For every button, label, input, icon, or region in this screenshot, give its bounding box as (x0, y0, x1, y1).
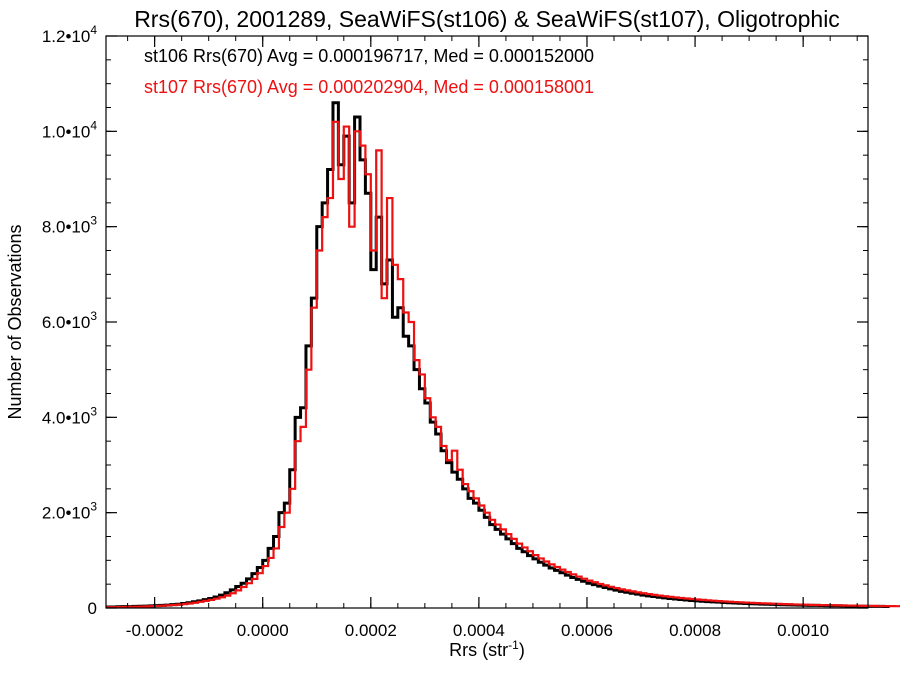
x-tick-label: -0.0002 (126, 621, 184, 640)
ticks-layer: -0.0002 0.0000 0.0002 0.0004 0.0006 0.0008 0.0… (42, 23, 868, 640)
plot-frame (105, 35, 869, 609)
annotation-st106: st106 Rrs(670) Avg = 0.000196717, Med = … (144, 46, 594, 66)
y-tick-label: 8.0•103 (42, 214, 98, 237)
x-axis-label: Rrs (str-1) (449, 638, 525, 660)
x-tick-label: 0.0004 (453, 621, 505, 640)
x-tick-label: 0.0002 (345, 621, 397, 640)
y-tick-label: 2.0•103 (42, 500, 98, 523)
series-1-histogram (106, 120, 900, 609)
series-0-histogram (106, 101, 890, 609)
y-tick-label: 4.0•103 (42, 404, 98, 427)
x-axis-label-exponent: -1 (508, 638, 519, 652)
annotation-st107: st107 Rrs(670) Avg = 0.000202904, Med = … (144, 77, 594, 97)
x-tick-label: 0.0000 (237, 621, 289, 640)
x-tick-label: 0.0008 (669, 621, 721, 640)
x-tick-label: 0.0010 (777, 621, 829, 640)
y-tick-label: 1.2•104 (42, 23, 98, 46)
plot-area: -0.0002 0.0000 0.0002 0.0004 0.0006 0.0008 0.0… (42, 23, 900, 640)
annotations: st106 Rrs(670) Avg = 0.000196717, Med = … (144, 46, 594, 97)
chart-title: Rrs(670), 2001289, SeaWiFS(st106) & SeaW… (134, 6, 840, 32)
y-tick-label: 6.0•103 (42, 309, 98, 332)
y-tick-label: 1.0•104 (42, 118, 98, 141)
series-layer (106, 101, 900, 609)
y-axis-label: Number of Observations (5, 224, 25, 419)
x-tick-label: 0.0006 (561, 621, 613, 640)
y-tick-label: 0 (88, 599, 97, 618)
